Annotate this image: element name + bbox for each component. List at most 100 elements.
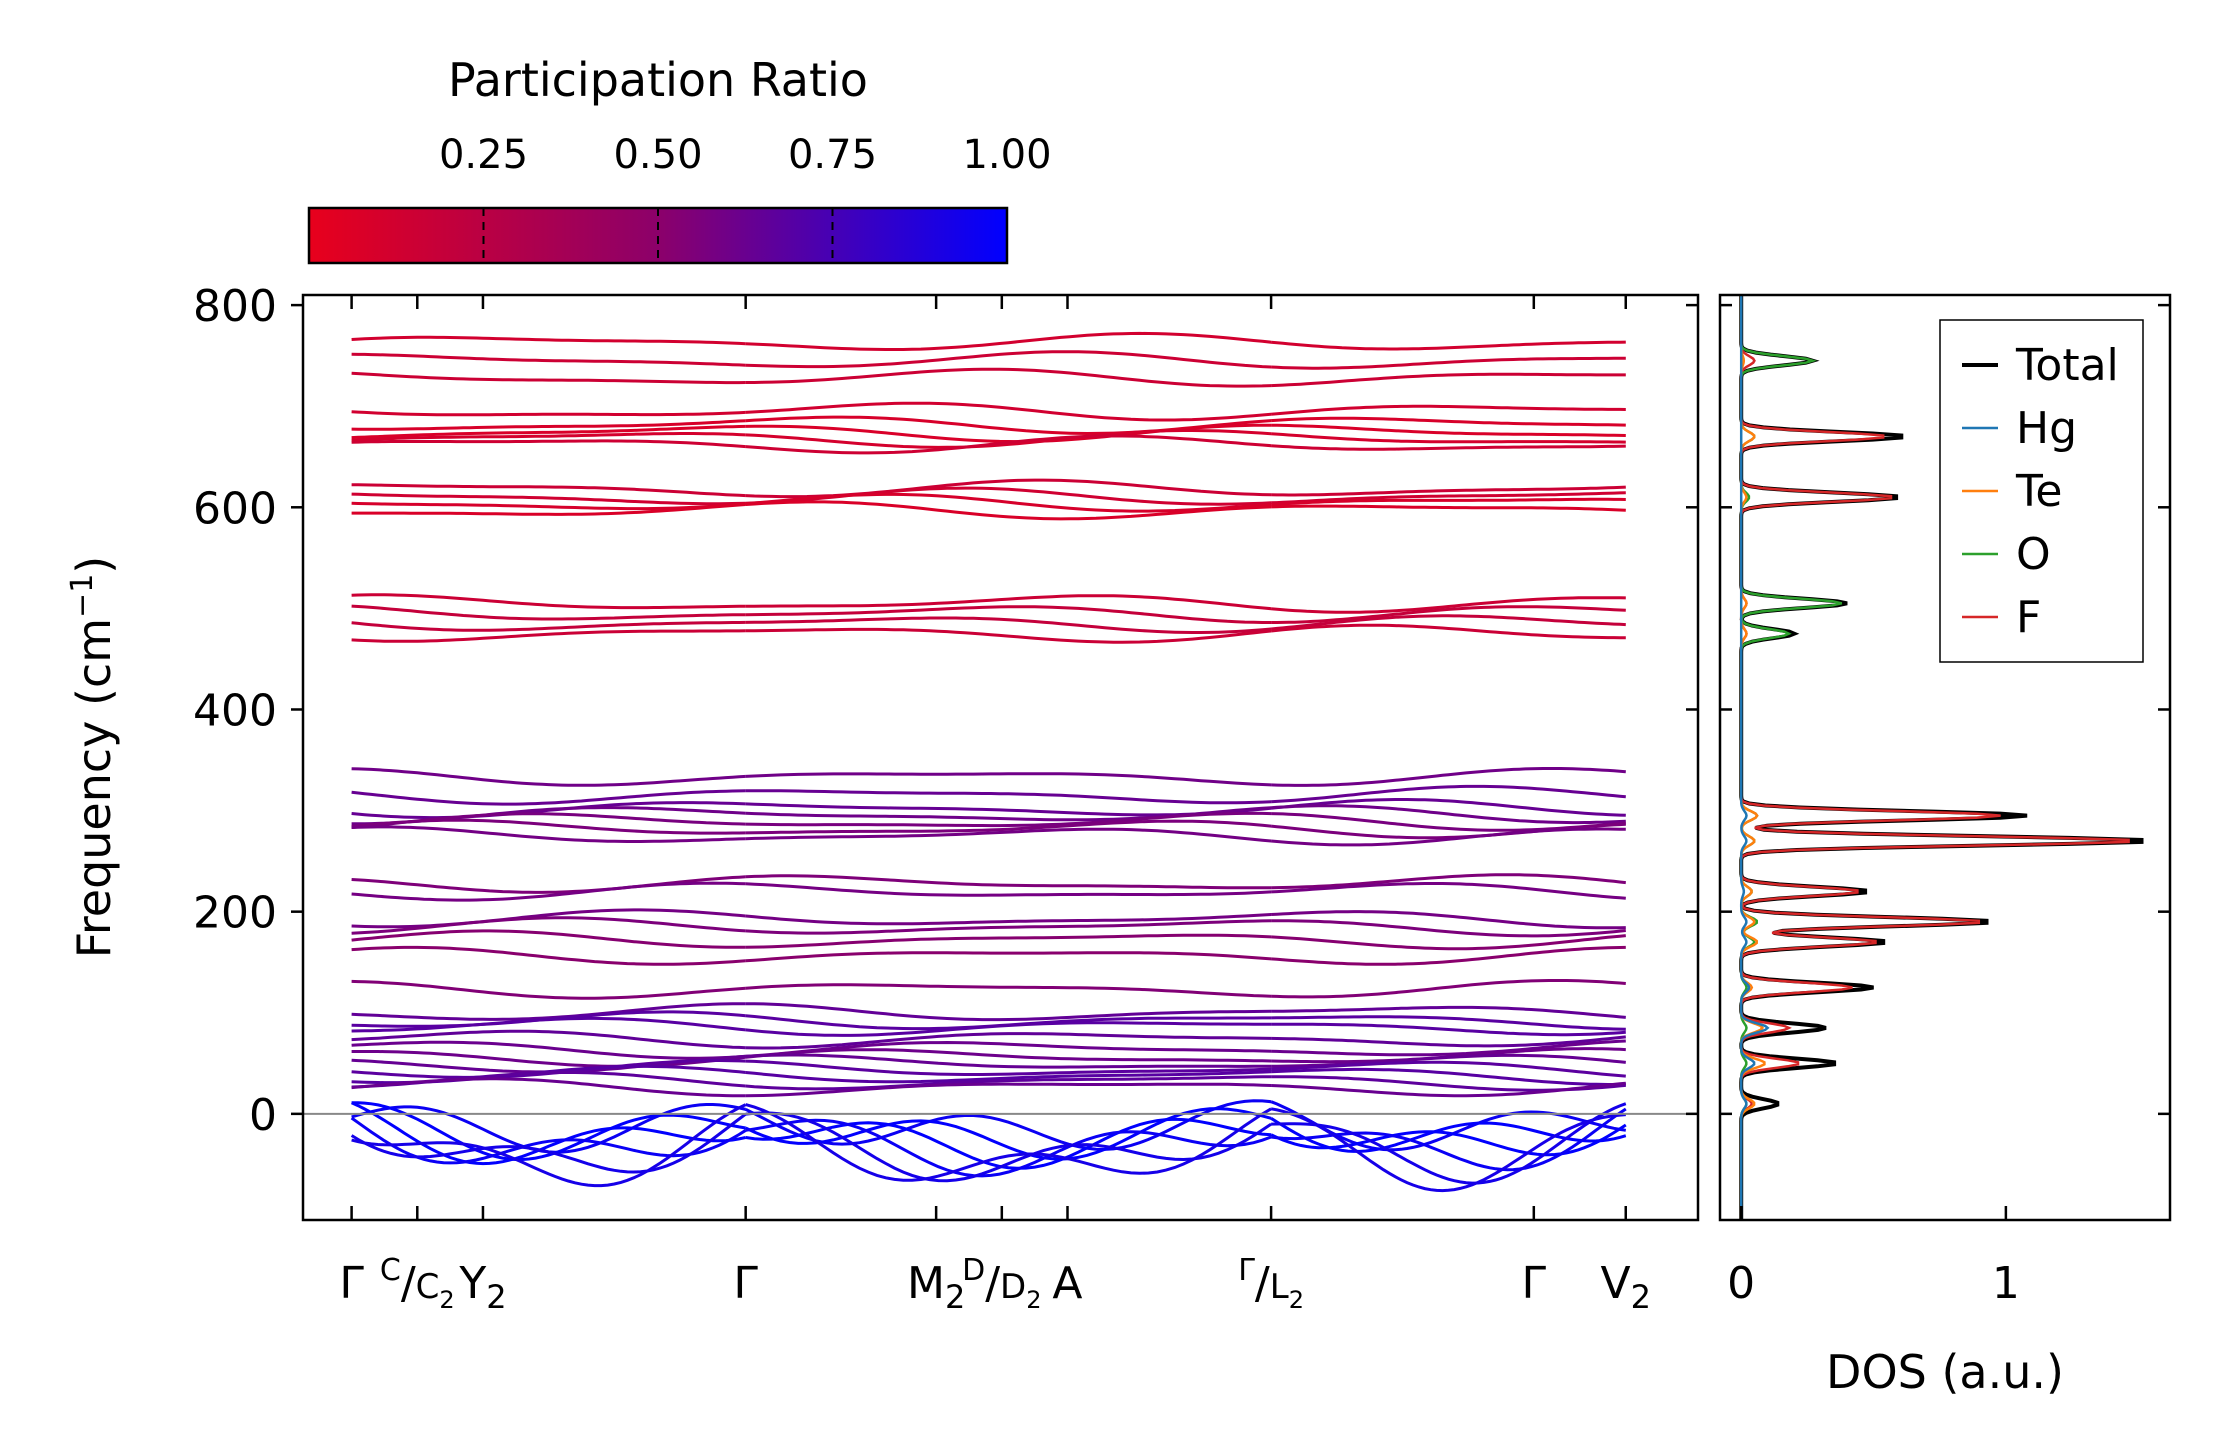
- band-line: [351, 1040, 746, 1060]
- band-line: [745, 1118, 1272, 1178]
- band-line: [1270, 804, 1626, 825]
- band-line: [745, 331, 1272, 351]
- band-line: [745, 500, 1272, 521]
- band-line: [1271, 1102, 1627, 1185]
- dos-x-tick-label: 0: [1727, 1258, 1755, 1309]
- band-line: [351, 916, 746, 935]
- colorbar-ticks: 0.25 0.50 0.75 1.00: [439, 132, 1052, 263]
- dos-x-tick-label: 1: [1992, 1258, 2020, 1309]
- band-line: [351, 1077, 746, 1098]
- band-y-axis-title: Frequency (cm−1): [65, 556, 121, 959]
- band-line: [351, 1029, 746, 1050]
- band-line: [1271, 1015, 1626, 1031]
- band-line: [351, 371, 746, 385]
- k-point-label: Γ/L2: [1238, 1253, 1304, 1314]
- band-line: [745, 1059, 1272, 1076]
- band-line: [1271, 497, 1626, 507]
- band-line: [351, 629, 746, 643]
- band-line: [351, 1016, 746, 1033]
- band-line: [351, 1103, 747, 1188]
- band-line: [745, 434, 1272, 455]
- band-y-axis: 0 200 400 600 800: [193, 281, 1698, 1141]
- band-line: [745, 605, 1272, 624]
- band-line: [351, 908, 746, 929]
- band-line: [1271, 1005, 1626, 1019]
- band-line: [1270, 340, 1626, 351]
- legend-label: Te: [2015, 466, 2062, 517]
- ylabel-main: Frequency (cm: [67, 618, 121, 958]
- band-line: [351, 439, 746, 449]
- band-line: [745, 1032, 1272, 1050]
- legend-label: Total: [2015, 340, 2119, 391]
- band-line: [1271, 784, 1626, 804]
- band-line: [351, 335, 746, 346]
- k-point-label: M2: [907, 1258, 965, 1316]
- y-tick-label: 600: [193, 483, 277, 534]
- band-line: [745, 882, 1272, 897]
- k-point-label: A: [1052, 1258, 1082, 1309]
- band-line: [351, 501, 746, 511]
- band-line: [351, 503, 746, 516]
- band-line: [351, 432, 746, 442]
- band-line: [1271, 1022, 1626, 1037]
- band-line: [1270, 623, 1626, 640]
- band-line: [351, 929, 746, 949]
- band-line: [351, 410, 746, 417]
- band-line: [745, 789, 1272, 805]
- band-line: [1270, 1123, 1627, 1157]
- band-line: [1271, 767, 1626, 787]
- band-line: [745, 951, 1272, 963]
- band-line: [745, 1107, 1272, 1161]
- band-line: [745, 1099, 1272, 1151]
- band-line: [351, 620, 746, 632]
- band-line: [745, 933, 1272, 949]
- colorbar-tick-label: 0.75: [788, 132, 877, 178]
- colorbar-tick-label: 0.25: [439, 132, 528, 178]
- band-line: [745, 983, 1272, 998]
- band-line: [351, 593, 746, 610]
- band-line: [1270, 798, 1626, 817]
- band-line: [1270, 1107, 1626, 1193]
- band-line: [1271, 504, 1626, 512]
- band-line: [745, 772, 1272, 787]
- band-line: [1271, 873, 1626, 890]
- band-line: [351, 875, 746, 894]
- band-line: [1271, 423, 1626, 437]
- band-line: [351, 424, 746, 440]
- band-line: [745, 1070, 1272, 1084]
- band-line: [351, 419, 746, 431]
- dos-curve-hg: [1739, 296, 1770, 1220]
- band-line: [350, 1101, 747, 1166]
- band-lines: [350, 331, 1627, 1193]
- band-line: [1271, 1081, 1626, 1098]
- dos-curve-te: [1739, 296, 1766, 1220]
- band-line: [1271, 1067, 1626, 1086]
- band-line: [745, 811, 1272, 828]
- band-line: [1270, 945, 1626, 966]
- dos-axes-frame: [1718, 293, 2172, 1222]
- colorbar-tick-label: 0.50: [613, 132, 702, 178]
- colorbar: Participation Ratio 0.25 0.50 0.75 1.00: [307, 53, 1052, 265]
- band-line: [1271, 1053, 1626, 1068]
- band-line: [745, 1111, 1272, 1183]
- band-line: [745, 367, 1272, 388]
- band-line: [1270, 614, 1626, 631]
- k-point-label: Γ: [1522, 1258, 1547, 1309]
- band-line: [351, 604, 746, 621]
- colorbar-tick-label: 1.00: [962, 132, 1051, 178]
- band-line: [745, 819, 1272, 835]
- k-point-label: C/C2: [380, 1253, 455, 1314]
- dos-lines: [1739, 296, 2144, 1220]
- band-line: [351, 945, 746, 966]
- band-line: [1270, 827, 1626, 847]
- legend-label: F: [2016, 592, 2041, 643]
- band-line: [745, 492, 1272, 513]
- k-point-label: V2: [1601, 1258, 1651, 1316]
- band-line: [745, 429, 1272, 449]
- band-structure-panel: 0 200 400 600 800 Γ C/C2 Y2 Γ M2D/D2 A Γ/L2 Γ V2 Fre…: [65, 281, 1700, 1316]
- band-line: [1270, 404, 1626, 416]
- band-line: [745, 913, 1272, 926]
- band-line: [745, 1002, 1272, 1022]
- band-line: [745, 1048, 1272, 1063]
